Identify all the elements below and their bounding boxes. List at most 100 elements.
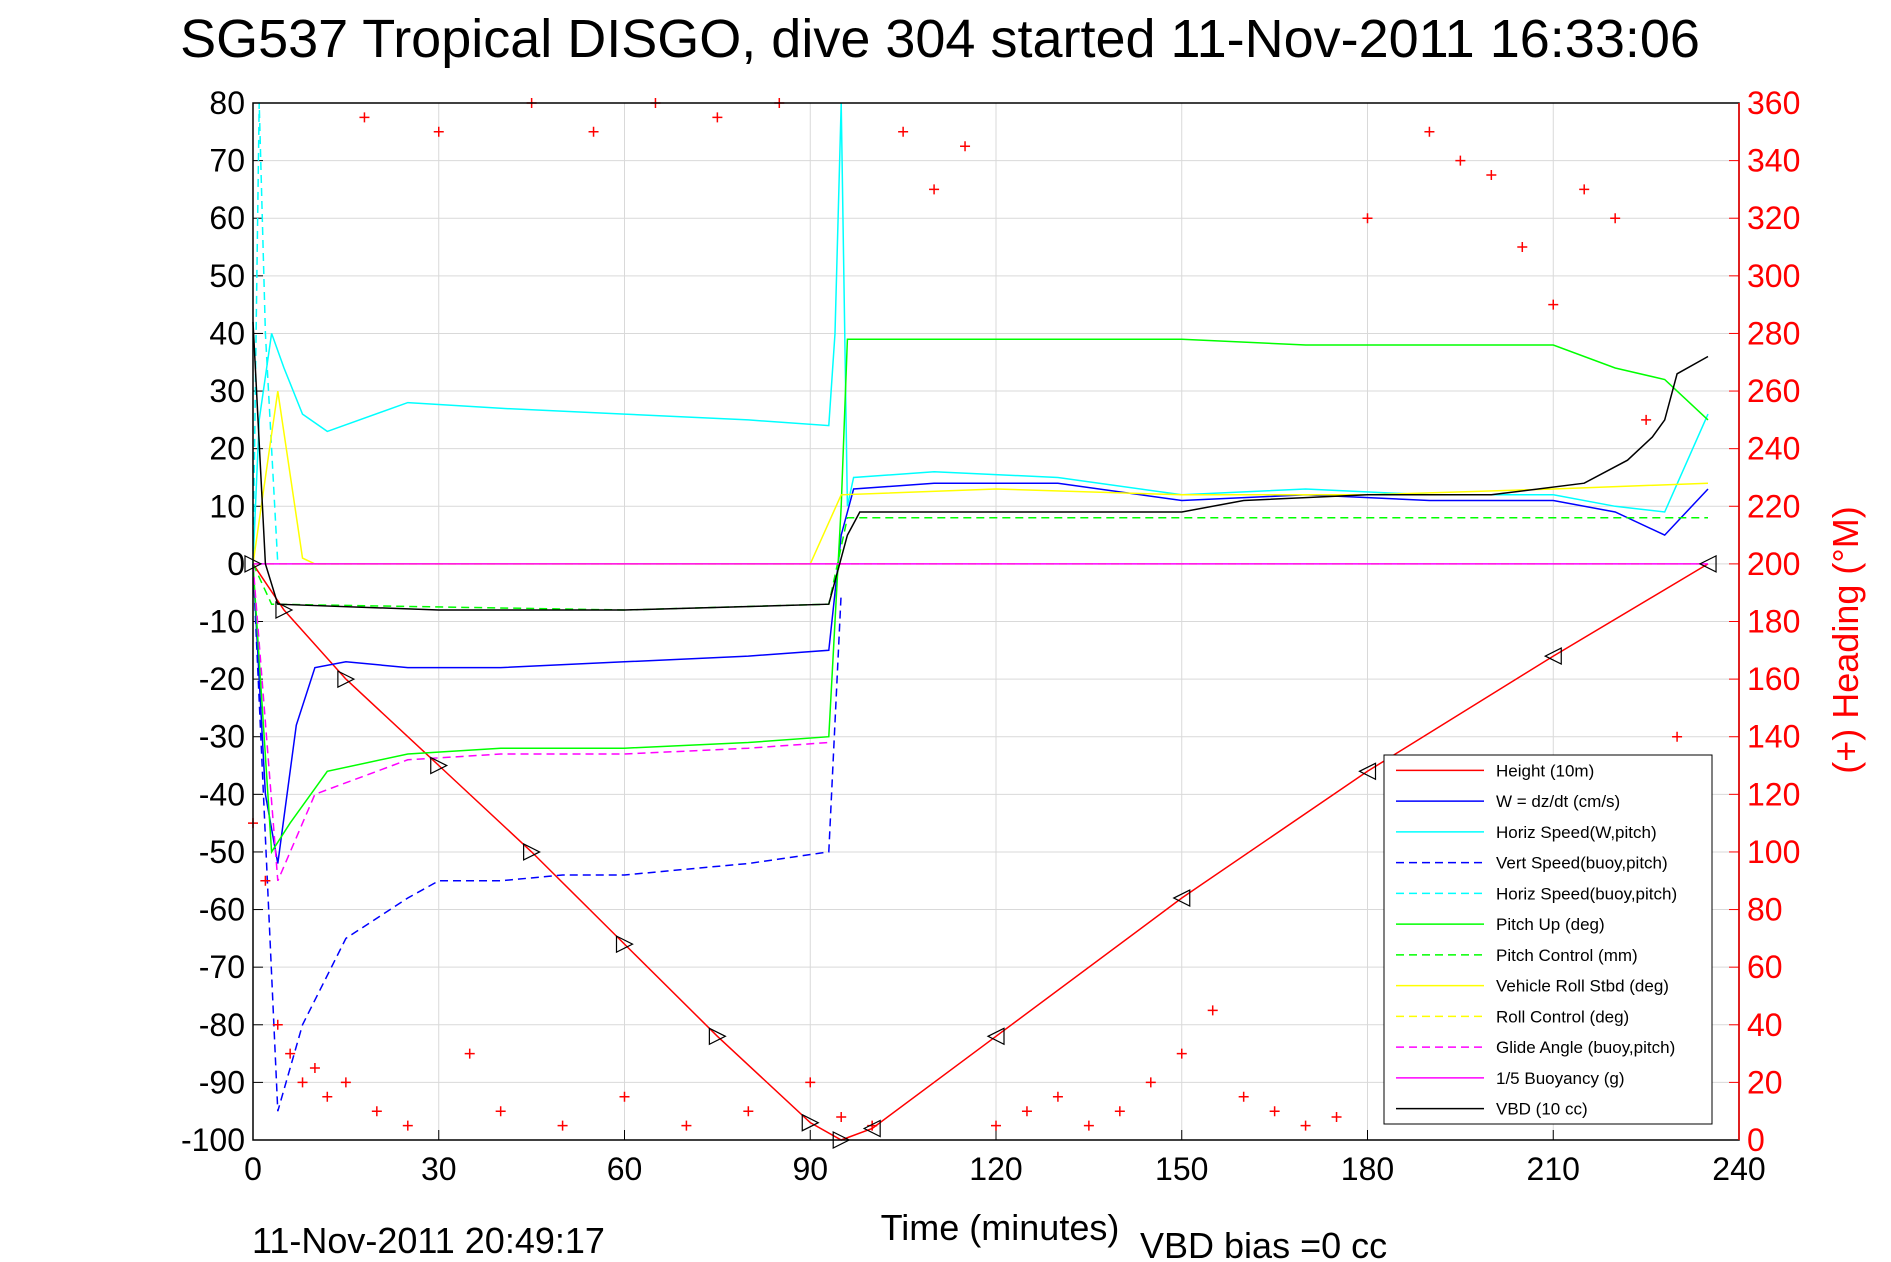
x-tick-label: 150 xyxy=(1155,1151,1208,1187)
x-tick-label: 30 xyxy=(421,1151,457,1187)
y-tick-label-right: 0 xyxy=(1747,1122,1765,1158)
y-tick-label-right: 140 xyxy=(1747,719,1800,755)
heading-point xyxy=(929,184,940,195)
heading-point xyxy=(309,1062,320,1073)
heading-point xyxy=(1083,1120,1094,1131)
depth-marker xyxy=(801,1113,820,1132)
x-axis-label: Time (minutes) xyxy=(881,1207,1120,1248)
y-tick-label-right: 180 xyxy=(1747,604,1800,640)
y-tick-label-right: 280 xyxy=(1747,315,1800,351)
vbd-bias-annotation: VBD bias =0 cc xyxy=(1140,1225,1387,1262)
y-tick-label-left: -70 xyxy=(199,949,245,985)
heading-point xyxy=(1114,1106,1125,1117)
timestamp-annotation: 11-Nov-2011 20:49:17 xyxy=(252,1220,605,1261)
marker-layer xyxy=(244,554,1717,1149)
series-line xyxy=(252,338,1709,855)
heading-point xyxy=(340,1077,351,1088)
x-tick-label: 60 xyxy=(607,1151,643,1187)
y-tick-label-right: 320 xyxy=(1747,200,1800,236)
x-tick-label: 180 xyxy=(1341,1151,1394,1187)
y-tick-label-left: 40 xyxy=(209,315,245,351)
depth-marker xyxy=(1358,762,1377,781)
x-tick-label: 90 xyxy=(792,1151,828,1187)
depth-marker xyxy=(275,601,294,619)
chart-title: SG537 Tropical DISGO, dive 304 started 1… xyxy=(180,9,1700,69)
heading-point xyxy=(260,875,271,886)
heading-point xyxy=(322,1091,333,1102)
heading-point xyxy=(991,1120,1001,1131)
depth-marker xyxy=(1543,647,1562,666)
y-tick-label-left: -90 xyxy=(199,1064,245,1100)
y-tick-label-left: -100 xyxy=(181,1122,245,1158)
y-tick-label-right: 360 xyxy=(1747,85,1800,121)
y-tick-label-left: 20 xyxy=(209,431,245,467)
y-tick-label-right: 80 xyxy=(1747,892,1783,928)
x-tick-label: 210 xyxy=(1527,1151,1580,1187)
legend-label: Roll Control (deg) xyxy=(1496,1007,1629,1026)
heading-point xyxy=(960,141,971,152)
legend-label: W = dz/dt (cm/s) xyxy=(1496,792,1620,811)
depth-marker xyxy=(1698,554,1717,573)
depth-marker xyxy=(986,1027,1005,1046)
heading-point xyxy=(898,126,909,137)
x-ticks: 0 30 60 90 120 150 180 210 240 xyxy=(244,1151,1766,1187)
y-tick-label-right: 120 xyxy=(1747,776,1800,812)
series-line xyxy=(252,321,1709,611)
series-line xyxy=(252,102,279,564)
y-tick-label-right: 300 xyxy=(1747,258,1800,294)
heading-point xyxy=(1238,1091,1249,1102)
heading-point xyxy=(743,1106,754,1117)
legend-label: Vert Speed(buoy,pitch) xyxy=(1496,854,1668,873)
depth-marker xyxy=(337,670,356,689)
x-tick-label: 240 xyxy=(1712,1151,1765,1187)
series-line xyxy=(252,563,1709,1141)
legend-label: Pitch Control (mm) xyxy=(1496,946,1638,965)
legend-label: 1/5 Buoyancy (g) xyxy=(1496,1069,1625,1088)
y-tick-label-left: 80 xyxy=(209,85,245,121)
heading-point xyxy=(588,126,599,137)
heading-point xyxy=(712,112,723,123)
depth-marker xyxy=(523,842,541,861)
y-tick-label-right: 260 xyxy=(1747,373,1800,409)
heading-point xyxy=(1672,731,1683,742)
y-tick-label-right: 220 xyxy=(1747,488,1800,524)
y-tick-label-right: 340 xyxy=(1747,143,1800,179)
y-tick-label-left: 30 xyxy=(209,373,245,409)
depth-marker xyxy=(708,1027,727,1046)
heading-point xyxy=(1207,1005,1218,1016)
heading-point xyxy=(272,1019,283,1030)
heading-point xyxy=(836,1111,847,1122)
y-tick-label-left: -80 xyxy=(199,1007,245,1043)
heading-point xyxy=(805,1077,816,1088)
heading-point xyxy=(1548,299,1559,310)
heading-point xyxy=(1331,1111,1342,1122)
y-tick-label-right: 160 xyxy=(1747,661,1800,697)
y-tick-label-left: 60 xyxy=(209,200,245,236)
legend-label: Horiz Speed(W,pitch) xyxy=(1496,823,1657,842)
legend-label: VBD (10 cc) xyxy=(1496,1100,1588,1119)
legend: Height (10m) W = dz/dt (cm/s) Horiz Speed(… xyxy=(1383,754,1713,1125)
y-tick-label-right: 240 xyxy=(1747,431,1800,467)
y-tick-label-left: -10 xyxy=(199,604,245,640)
depth-marker xyxy=(862,1119,881,1138)
y-tick-label-left: -50 xyxy=(199,834,245,870)
heading-point xyxy=(1176,1048,1187,1059)
x-tick-label: 0 xyxy=(244,1151,262,1187)
heading-point xyxy=(1455,155,1466,166)
y-ticks-right: 3603403203002802602402202001801601401201… xyxy=(1747,85,1800,1158)
heading-point xyxy=(1641,414,1652,425)
y-tick-label-right: 40 xyxy=(1747,1007,1783,1043)
y-tick-label-left: -20 xyxy=(199,661,245,697)
y-tick-label-left: -60 xyxy=(199,892,245,928)
depth-marker xyxy=(430,756,449,775)
heading-point xyxy=(1021,1106,1032,1117)
x-tick-label: 120 xyxy=(969,1151,1022,1187)
heading-point xyxy=(1269,1106,1280,1117)
y-tick-label-left: -40 xyxy=(199,776,245,812)
heading-point xyxy=(681,1120,692,1131)
heading-point xyxy=(297,1077,308,1088)
legend-label: Pitch Up (deg) xyxy=(1496,915,1605,934)
y-tick-label-left: 10 xyxy=(209,488,245,524)
legend-label: Horiz Speed(buoy,pitch) xyxy=(1496,884,1677,903)
